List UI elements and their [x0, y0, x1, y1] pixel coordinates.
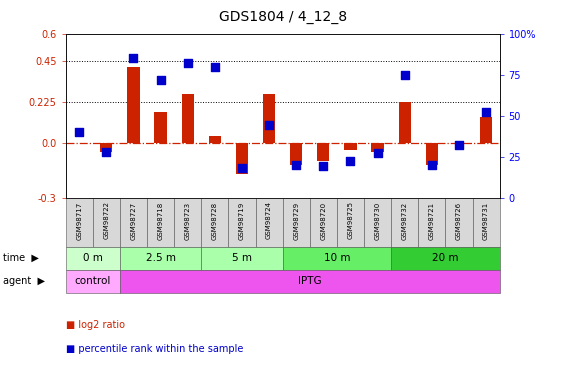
- Bar: [66, 198, 93, 247]
- Text: IPTG: IPTG: [298, 276, 321, 286]
- Text: GSM98732: GSM98732: [401, 201, 408, 240]
- Bar: [344, 143, 356, 150]
- Bar: [283, 247, 391, 270]
- Text: GSM98725: GSM98725: [347, 201, 353, 240]
- Bar: [120, 247, 201, 270]
- Bar: [290, 143, 302, 165]
- Bar: [391, 247, 500, 270]
- Text: GSM98727: GSM98727: [130, 201, 136, 240]
- Point: [156, 76, 165, 82]
- Bar: [147, 198, 174, 247]
- Bar: [445, 198, 473, 247]
- Point: [210, 63, 219, 69]
- Bar: [426, 143, 438, 165]
- Text: GSM98717: GSM98717: [76, 201, 82, 240]
- Text: 20 m: 20 m: [432, 253, 459, 263]
- Bar: [182, 94, 194, 143]
- Point: [373, 150, 382, 156]
- Point: [481, 110, 490, 116]
- Bar: [372, 143, 384, 152]
- Bar: [317, 143, 329, 161]
- Text: GSM98731: GSM98731: [483, 201, 489, 240]
- Text: GSM98721: GSM98721: [429, 201, 435, 240]
- Bar: [283, 198, 309, 247]
- Point: [346, 159, 355, 165]
- Text: GSM98718: GSM98718: [158, 201, 164, 240]
- Bar: [236, 143, 248, 174]
- Point: [102, 148, 111, 154]
- Bar: [66, 270, 120, 292]
- Bar: [93, 198, 120, 247]
- Bar: [127, 66, 139, 143]
- Point: [183, 60, 192, 66]
- Text: ■ percentile rank within the sample: ■ percentile rank within the sample: [66, 344, 243, 354]
- Point: [75, 129, 84, 135]
- Bar: [120, 270, 500, 292]
- Bar: [209, 136, 221, 143]
- Text: 2.5 m: 2.5 m: [146, 253, 176, 263]
- Bar: [174, 198, 202, 247]
- Text: GSM98730: GSM98730: [375, 201, 381, 240]
- Point: [264, 123, 274, 129]
- Point: [129, 56, 138, 62]
- Bar: [473, 198, 500, 247]
- Bar: [255, 198, 283, 247]
- Bar: [66, 247, 120, 270]
- Point: [319, 164, 328, 170]
- Text: 0 m: 0 m: [83, 253, 103, 263]
- Point: [455, 142, 464, 148]
- Text: GSM98723: GSM98723: [184, 201, 191, 240]
- Bar: [480, 117, 492, 143]
- Point: [292, 162, 301, 168]
- Bar: [263, 94, 275, 143]
- Text: GSM98722: GSM98722: [103, 201, 110, 240]
- Bar: [201, 247, 283, 270]
- Bar: [100, 143, 112, 152]
- Text: GSM98726: GSM98726: [456, 201, 462, 240]
- Text: time  ▶: time ▶: [3, 253, 39, 263]
- Bar: [337, 198, 364, 247]
- Point: [427, 162, 436, 168]
- Bar: [418, 198, 445, 247]
- Bar: [120, 198, 147, 247]
- Bar: [364, 198, 391, 247]
- Bar: [391, 198, 418, 247]
- Point: [400, 72, 409, 78]
- Text: GDS1804 / 4_12_8: GDS1804 / 4_12_8: [219, 10, 347, 24]
- Text: GSM98720: GSM98720: [320, 201, 327, 240]
- Text: GSM98728: GSM98728: [212, 201, 218, 240]
- Text: agent  ▶: agent ▶: [3, 276, 45, 286]
- Point: [238, 165, 247, 171]
- Bar: [228, 198, 255, 247]
- Text: 10 m: 10 m: [324, 253, 350, 263]
- Text: 5 m: 5 m: [232, 253, 252, 263]
- Bar: [155, 112, 167, 143]
- Bar: [399, 102, 411, 143]
- Bar: [202, 198, 228, 247]
- Text: GSM98729: GSM98729: [293, 201, 299, 240]
- Text: GSM98719: GSM98719: [239, 201, 245, 240]
- Text: control: control: [75, 276, 111, 286]
- Text: GSM98724: GSM98724: [266, 201, 272, 240]
- Bar: [309, 198, 337, 247]
- Text: ■ log2 ratio: ■ log2 ratio: [66, 320, 124, 330]
